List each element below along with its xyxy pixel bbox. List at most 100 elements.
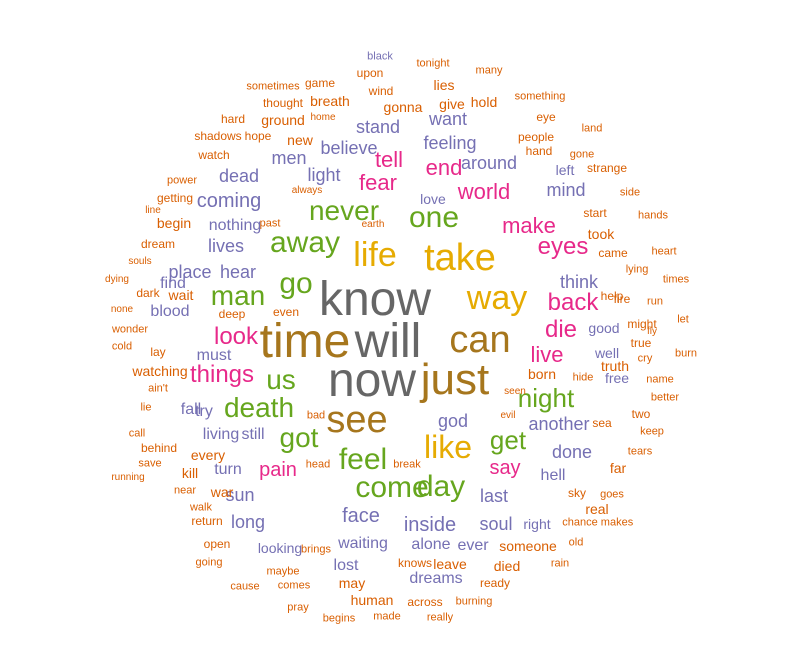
word-26: make [502,213,556,238]
word-177: open [203,537,231,551]
word-117: past [259,217,281,230]
word-109: power [167,174,197,187]
word-40: last [479,486,509,506]
word-178: brings [301,543,331,556]
word-115: hands [638,209,668,222]
word-1: know [318,273,432,326]
word-111: side [619,186,641,199]
word-166: kill [181,465,199,481]
word-32: live [530,342,564,367]
word-41: hell [540,467,566,484]
word-137: fly [647,326,657,337]
word-91: thought [262,96,304,110]
word-105: hand [525,144,553,158]
word-106: gone [569,148,595,161]
word-56: nothing [208,217,262,234]
word-15: one [408,201,460,234]
word-114: start [583,206,607,220]
word-104: new [287,132,313,148]
word-98: home [310,112,336,123]
word-175: chance [562,516,598,529]
word-121: came [598,246,628,260]
word-119: took [587,226,615,242]
word-150: seen [504,386,526,397]
word-146: born [527,366,557,382]
word-69: long [230,512,266,532]
word-193: burning [455,595,493,608]
word-79: right [523,516,551,532]
word-184: died [493,558,521,574]
word-84: upon [356,66,384,80]
word-125: dying [105,274,129,285]
word-77: well [594,345,620,361]
word-97: ground [261,112,305,128]
word-139: cold [111,340,133,353]
word-70: waiting [338,535,388,552]
word-4: just [420,355,490,404]
word-116: begin [156,215,192,231]
word-85: many [475,64,503,77]
word-183: leave [433,556,467,572]
word-59: hear [219,262,257,282]
word-10: like [423,429,473,465]
word-81: left [555,162,575,178]
word-174: return [191,514,223,528]
word-31: die [544,316,578,343]
word-65: still [241,426,265,443]
word-180: old [568,536,584,549]
word-19: us [266,364,296,395]
word-87: game [304,76,336,90]
word-38: inside [403,514,457,536]
word-158: call [128,427,146,440]
word-127: help [600,289,624,303]
word-162: save [138,457,162,470]
word-172: walk [189,501,213,514]
word-0: now [327,354,417,407]
word-63: fall [180,401,202,418]
word-21: got [279,422,319,453]
word-45: think [559,272,599,292]
word-192: across [407,595,443,609]
word-7: take [424,237,496,279]
word-88: wind [368,84,394,98]
word-171: goes [600,488,624,501]
word-74: dreams [409,570,463,587]
word-124: lying [625,263,649,276]
word-61: blood [150,303,190,320]
word-103: hope [244,129,272,143]
word-133: deep [218,307,246,321]
word-3: time [259,315,351,368]
word-152: lie [140,401,152,414]
word-66: try [195,403,213,420]
word-118: earth [361,219,385,230]
word-141: lay [150,345,166,359]
word-2: will [354,315,422,368]
word-44: god [437,411,469,431]
word-25: eyes [537,233,589,260]
word-8: way [466,279,528,317]
word-57: lives [207,236,245,256]
word-83: tonight [416,57,450,70]
word-135: let [677,313,689,326]
word-24: back [547,289,599,316]
word-92: breath [310,93,350,109]
word-68: sun [225,485,255,505]
word-71: alone [411,536,451,553]
word-185: rain [550,557,570,570]
word-147: hide [572,371,594,384]
word-179: someone [499,538,557,554]
word-173: real [585,501,609,517]
word-156: sea [592,416,612,430]
word-76: good [588,320,620,336]
word-132: none [110,304,134,315]
word-131: run [647,295,663,308]
word-12: come [355,471,429,504]
word-113: line [145,205,161,216]
word-90: something [514,90,566,103]
word-128: dark [136,286,160,300]
word-73: lost [333,557,359,574]
word-155: two [631,407,651,421]
word-22: get [489,425,527,455]
word-86: sometimes [246,80,300,93]
word-195: begins [322,612,356,625]
